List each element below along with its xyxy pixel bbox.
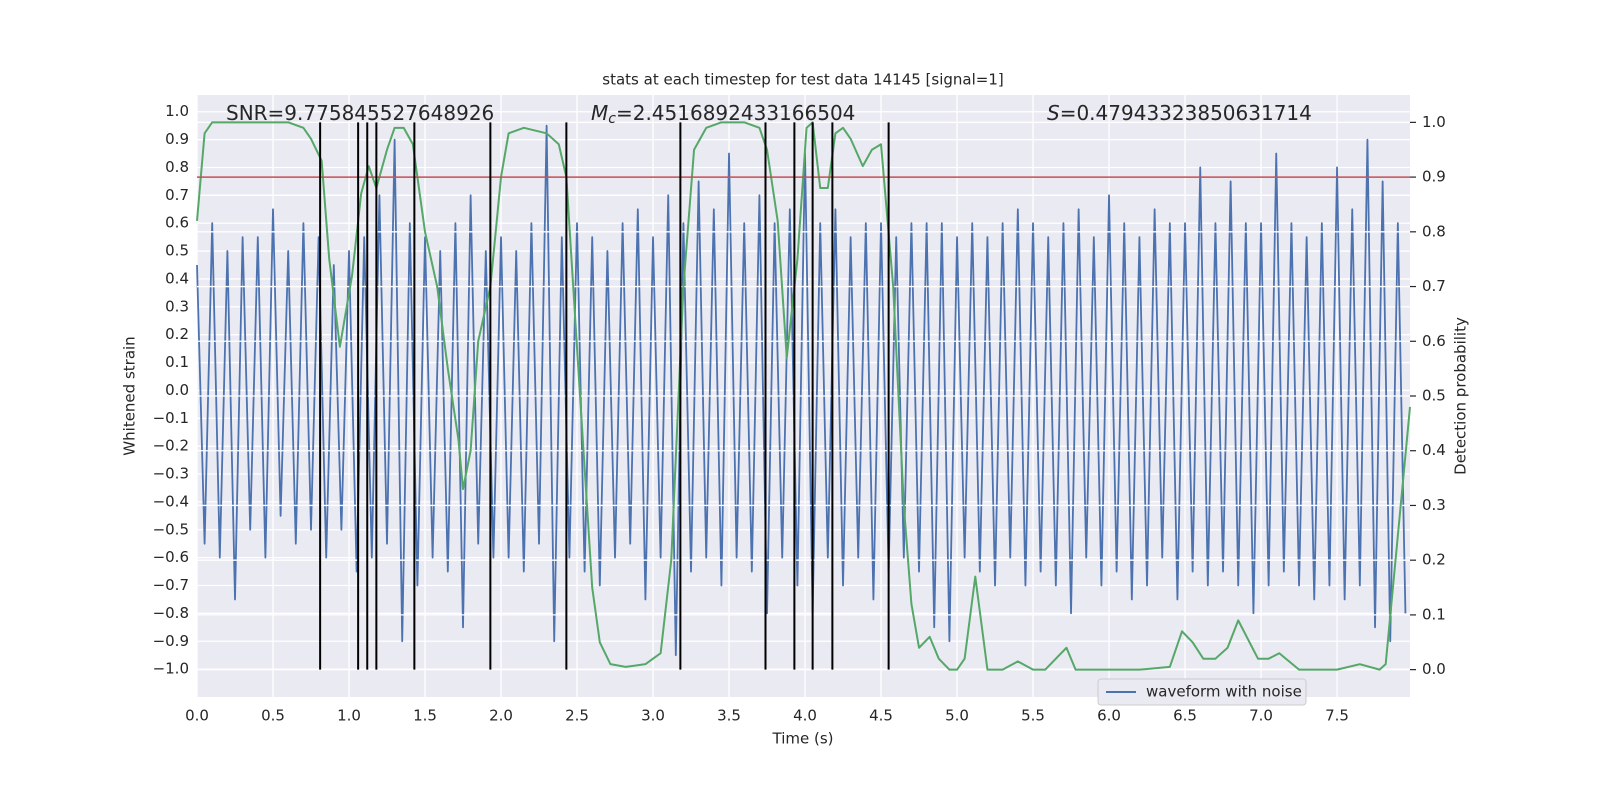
x-tick-label: 3.0 — [641, 707, 665, 725]
series-line — [196, 121, 1411, 671]
x-tick-label: 7.5 — [1325, 707, 1349, 725]
y-tick-label: 0.7 — [165, 186, 189, 204]
y-tick-label: −0.3 — [153, 465, 189, 483]
over-layer — [196, 121, 1411, 671]
y2-tick-label: 0.7 — [1422, 277, 1446, 295]
y2-tick-label: 0.2 — [1422, 551, 1446, 569]
y-tick-label: −0.6 — [153, 548, 189, 566]
y-tick-label: −1.0 — [153, 660, 189, 678]
annotation: S=0.47943323850631714 — [1047, 101, 1312, 125]
y-tick-label: −0.8 — [153, 604, 189, 622]
x-tick-label: 2.5 — [565, 707, 589, 725]
y-tick-label: 0.1 — [165, 353, 189, 371]
annotation-text: =2.4516892433166504 — [616, 101, 855, 125]
x-tick-label: 2.0 — [489, 707, 513, 725]
y-tick-label: −0.4 — [153, 492, 189, 510]
y-tick-label: 0.6 — [165, 214, 189, 232]
x-tick-label: 5.0 — [945, 707, 969, 725]
series-line — [196, 124, 1407, 657]
legend-label: waveform with noise — [1146, 683, 1302, 701]
y2-axis-label: Detection probability — [1452, 317, 1470, 475]
x-tick-label: 1.5 — [413, 707, 437, 725]
annotation-text: =0.47943323850631714 — [1060, 101, 1312, 125]
x-tick-label: 4.5 — [869, 707, 893, 725]
y2-tick-label: 0.3 — [1422, 496, 1446, 514]
x-tick-label: 4.0 — [793, 707, 817, 725]
y2-tick-label: 1.0 — [1422, 113, 1446, 131]
y2-tick-label: 0.1 — [1422, 605, 1446, 623]
x-axis-label: Time (s) — [772, 730, 834, 748]
annotation: Mc=2.4516892433166504 — [591, 101, 855, 128]
x-tick-label: 1.0 — [337, 707, 361, 725]
y2-tick-label: 0.9 — [1422, 168, 1446, 186]
y-axis-label: Whitened strain — [121, 336, 139, 455]
y-tick-label: 0.9 — [165, 130, 189, 148]
x-tick-label: 6.5 — [1173, 707, 1197, 725]
chart-title: stats at each timestep for test data 141… — [602, 71, 1003, 89]
x-tick-label: 5.5 — [1021, 707, 1045, 725]
y-tick-label: 0.2 — [165, 325, 189, 343]
y2-tick-label: 0.5 — [1422, 387, 1446, 405]
x-tick-label: 6.0 — [1097, 707, 1121, 725]
y-tick-label: 0.0 — [165, 381, 189, 399]
y-tick-label: 1.0 — [165, 102, 189, 120]
annotation: SNR=9.775845527648926 — [226, 101, 494, 125]
annotation-text: SNR=9.775845527648926 — [226, 101, 494, 125]
annotation-symbol: M — [591, 101, 608, 125]
y2-tick-label: 0.8 — [1422, 222, 1446, 240]
y-tick-label: 0.4 — [165, 269, 189, 287]
y2-tick-label: 0.4 — [1422, 441, 1446, 459]
annotation-symbol: S — [1047, 101, 1060, 125]
y-tick-label: −0.5 — [153, 520, 189, 538]
x-tick-label: 0.5 — [261, 707, 285, 725]
legend: waveform with noise — [1097, 678, 1307, 706]
y-tick-label: 0.8 — [165, 158, 189, 176]
y2-tick-label: 0.0 — [1422, 660, 1446, 678]
y-tick-label: −0.1 — [153, 409, 189, 427]
legend-box — [1097, 678, 1307, 706]
y-tick-label: −0.9 — [153, 632, 189, 650]
y-tick-label: 0.3 — [165, 297, 189, 315]
annotation-subscript: c — [608, 111, 616, 127]
x-tick-label: 3.5 — [717, 707, 741, 725]
y-tick-label: −0.7 — [153, 576, 189, 594]
x-tick-label: 0.0 — [185, 707, 209, 725]
y2-tick-label: 0.6 — [1422, 332, 1446, 350]
y-tick-label: 0.5 — [165, 242, 189, 260]
x-tick-label: 7.0 — [1249, 707, 1273, 725]
y-tick-label: −0.2 — [153, 437, 189, 455]
